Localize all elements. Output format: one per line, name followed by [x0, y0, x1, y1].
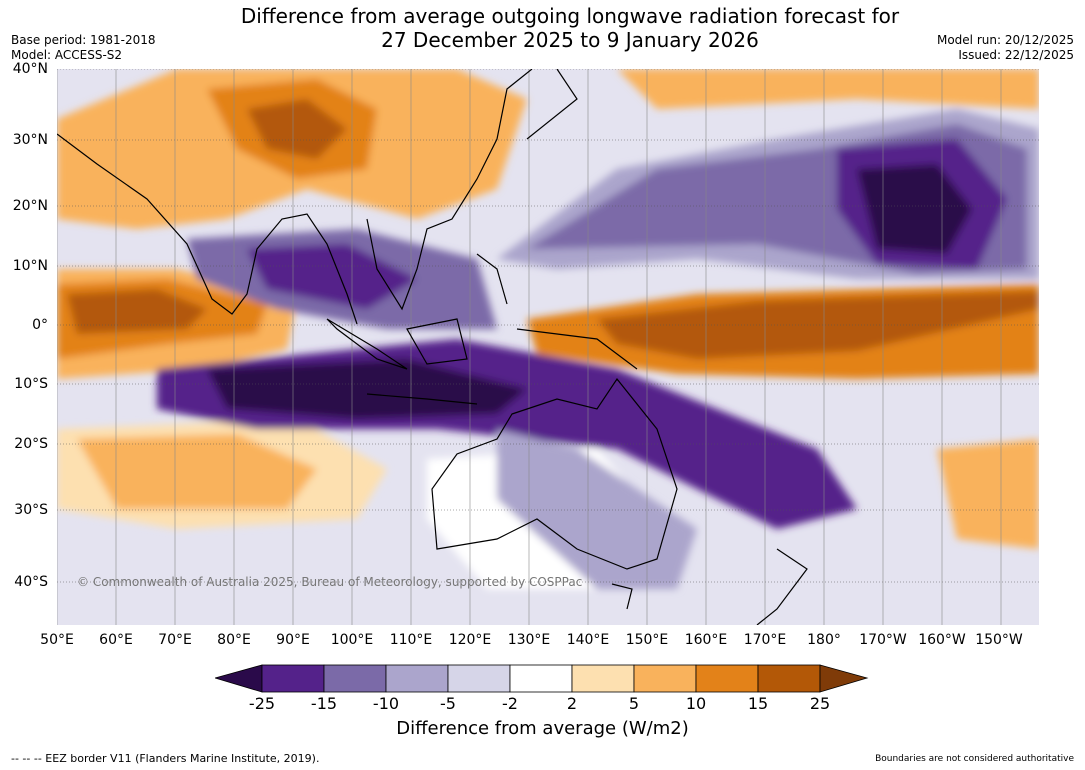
- coast-australia: [431, 377, 678, 570]
- colorbar-swatch-9: [757, 664, 821, 693]
- lon-label-50e: 50°E: [40, 632, 74, 648]
- colorbar-swatch-max: [819, 664, 869, 693]
- model-run: Model run: 20/12/2025: [936, 33, 1074, 47]
- coast-tasmania: [611, 583, 633, 610]
- lon-label-60e: 60°E: [99, 632, 133, 648]
- map-canvas: [57, 69, 1039, 625]
- coast-new-zealand: [756, 548, 808, 625]
- lon-label-90e: 90°E: [276, 632, 310, 648]
- lat-label-10s: 10°S: [14, 376, 48, 392]
- issued-date: Issued: 22/12/2025: [958, 48, 1074, 62]
- anomaly-region-north-pacific: [617, 69, 1039, 109]
- anomaly-region-hawaii-core: [857, 164, 972, 254]
- meta-left: Base period: 1981-2018 Model: ACCESS-S2: [11, 33, 156, 63]
- colorbar-tick-9: 15: [747, 694, 769, 713]
- colorbar-swatch-4: [447, 664, 511, 693]
- lat-label-10n: 10°N: [12, 258, 48, 274]
- anomaly-region-sumatra-core: [207, 359, 527, 419]
- boundaries-disclaimer: Boundaries are not considered authoritat…: [875, 754, 1074, 764]
- title-line-1: Difference from average outgoing longwav…: [240, 4, 900, 28]
- title-line-2: 27 December 2025 to 9 January 2026: [381, 28, 759, 52]
- anomaly-region-south-indian-mid: [77, 434, 317, 509]
- model-name: Model: ACCESS-S2: [11, 48, 123, 62]
- copyright-notice: © Commonwealth of Australia 2025, Bureau…: [77, 575, 583, 589]
- colorbar-swatch-7: [633, 664, 697, 693]
- lon-label-180: 180°: [807, 632, 841, 648]
- coast-philippines: [476, 253, 508, 305]
- olr-anomaly-map: [57, 69, 1039, 625]
- colorbar-swatch-2: [323, 664, 387, 693]
- colorbar-swatch-1: [261, 664, 325, 693]
- lat-label-30s: 30°S: [14, 502, 48, 518]
- colorbar-tick-4: -5: [440, 694, 456, 713]
- anomaly-region-southeast-pacific: [937, 439, 1039, 549]
- colorbar-swatch-3: [385, 664, 449, 693]
- lat-label-20n: 20°N: [12, 198, 48, 214]
- coast-japan: [526, 69, 578, 140]
- lon-label-160w: 160°W: [918, 632, 966, 648]
- colorbar-tick-6: 2: [566, 694, 578, 713]
- lat-label-40n: 40°N: [12, 61, 48, 77]
- lon-label-130e: 130°E: [507, 632, 551, 648]
- map-title: Difference from average outgoing longwav…: [150, 4, 990, 52]
- lon-label-70e: 70°E: [158, 632, 192, 648]
- anomaly-region-tibet-core: [247, 99, 347, 159]
- coast-java: [366, 393, 478, 405]
- coast-borneo: [406, 318, 468, 365]
- anomaly-region-arabian-sea-core: [67, 289, 207, 334]
- lat-label-40s: 40°S: [14, 574, 48, 590]
- colorbar-swatch-6: [571, 664, 635, 693]
- lon-label-160e: 160°E: [684, 632, 728, 648]
- lon-label-100e: 100°E: [330, 632, 374, 648]
- lat-label-20s: 20°S: [14, 436, 48, 452]
- lon-label-150e: 150°E: [625, 632, 669, 648]
- base-period: Base period: 1981-2018: [11, 33, 156, 47]
- lat-label-30n: 30°N: [12, 132, 48, 148]
- colorbar: [215, 664, 869, 693]
- lon-label-110e: 110°E: [389, 632, 433, 648]
- colorbar-swatch-5: [509, 664, 573, 693]
- lon-label-140e: 140°E: [566, 632, 610, 648]
- lon-label-150w: 150°W: [975, 632, 1023, 648]
- coast-east-asia: [366, 69, 533, 311]
- coastlines: [57, 69, 808, 625]
- colorbar-tick-2: -15: [310, 694, 338, 713]
- colorbar-tick-7: 5: [628, 694, 640, 713]
- colorbar-label: Difference from average (W/m2): [396, 718, 689, 739]
- eez-border-note: -- -- -- EEZ border V11 (Flanders Marine…: [11, 752, 320, 765]
- colorbar-tick-3: -10: [372, 694, 400, 713]
- coast-south-asia: [57, 133, 358, 325]
- meta-right: Model run: 20/12/2025 Issued: 22/12/2025: [937, 33, 1074, 63]
- anomaly-region-pacific-core: [597, 291, 1039, 359]
- colorbar-tick-10: 25: [809, 694, 831, 713]
- lon-label-80e: 80°E: [217, 632, 251, 648]
- colorbar-swatch-min: [215, 664, 263, 693]
- colorbar-swatch-8: [695, 664, 759, 693]
- lon-label-170w: 170°W: [859, 632, 907, 648]
- coast-new-guinea: [516, 328, 638, 370]
- colorbar-tick-8: 10: [685, 694, 707, 713]
- colorbar-tick-5: -2: [502, 694, 518, 713]
- colorbar-tick-1: -25: [248, 694, 276, 713]
- lon-label-120e: 120°E: [448, 632, 492, 648]
- anomaly-region-bay-of-bengal-core: [247, 244, 417, 309]
- lat-label-equator: 0°: [32, 317, 48, 333]
- lon-label-170e: 170°E: [743, 632, 787, 648]
- lon-grid: [57, 69, 1002, 625]
- coast-sumatra: [326, 318, 408, 370]
